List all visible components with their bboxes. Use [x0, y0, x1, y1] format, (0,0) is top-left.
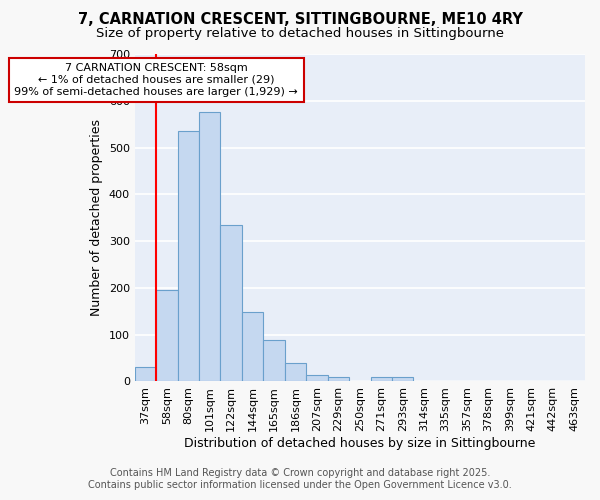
- Bar: [199, 112, 220, 382]
- Bar: [135, 368, 156, 382]
- Text: Contains HM Land Registry data © Crown copyright and database right 2025.
Contai: Contains HM Land Registry data © Crown c…: [88, 468, 512, 490]
- Y-axis label: Number of detached properties: Number of detached properties: [90, 119, 103, 316]
- Bar: [220, 224, 242, 382]
- Bar: [178, 131, 199, 382]
- Bar: [392, 377, 413, 382]
- X-axis label: Distribution of detached houses by size in Sittingbourne: Distribution of detached houses by size …: [184, 437, 536, 450]
- Text: 7, CARNATION CRESCENT, SITTINGBOURNE, ME10 4RY: 7, CARNATION CRESCENT, SITTINGBOURNE, ME…: [77, 12, 523, 28]
- Bar: [263, 340, 285, 382]
- Bar: [156, 290, 178, 382]
- Bar: [328, 377, 349, 382]
- Bar: [371, 377, 392, 382]
- Bar: [242, 312, 263, 382]
- Bar: [306, 376, 328, 382]
- Bar: [285, 362, 306, 382]
- Text: 7 CARNATION CRESCENT: 58sqm
← 1% of detached houses are smaller (29)
99% of semi: 7 CARNATION CRESCENT: 58sqm ← 1% of deta…: [14, 64, 298, 96]
- Text: Size of property relative to detached houses in Sittingbourne: Size of property relative to detached ho…: [96, 28, 504, 40]
